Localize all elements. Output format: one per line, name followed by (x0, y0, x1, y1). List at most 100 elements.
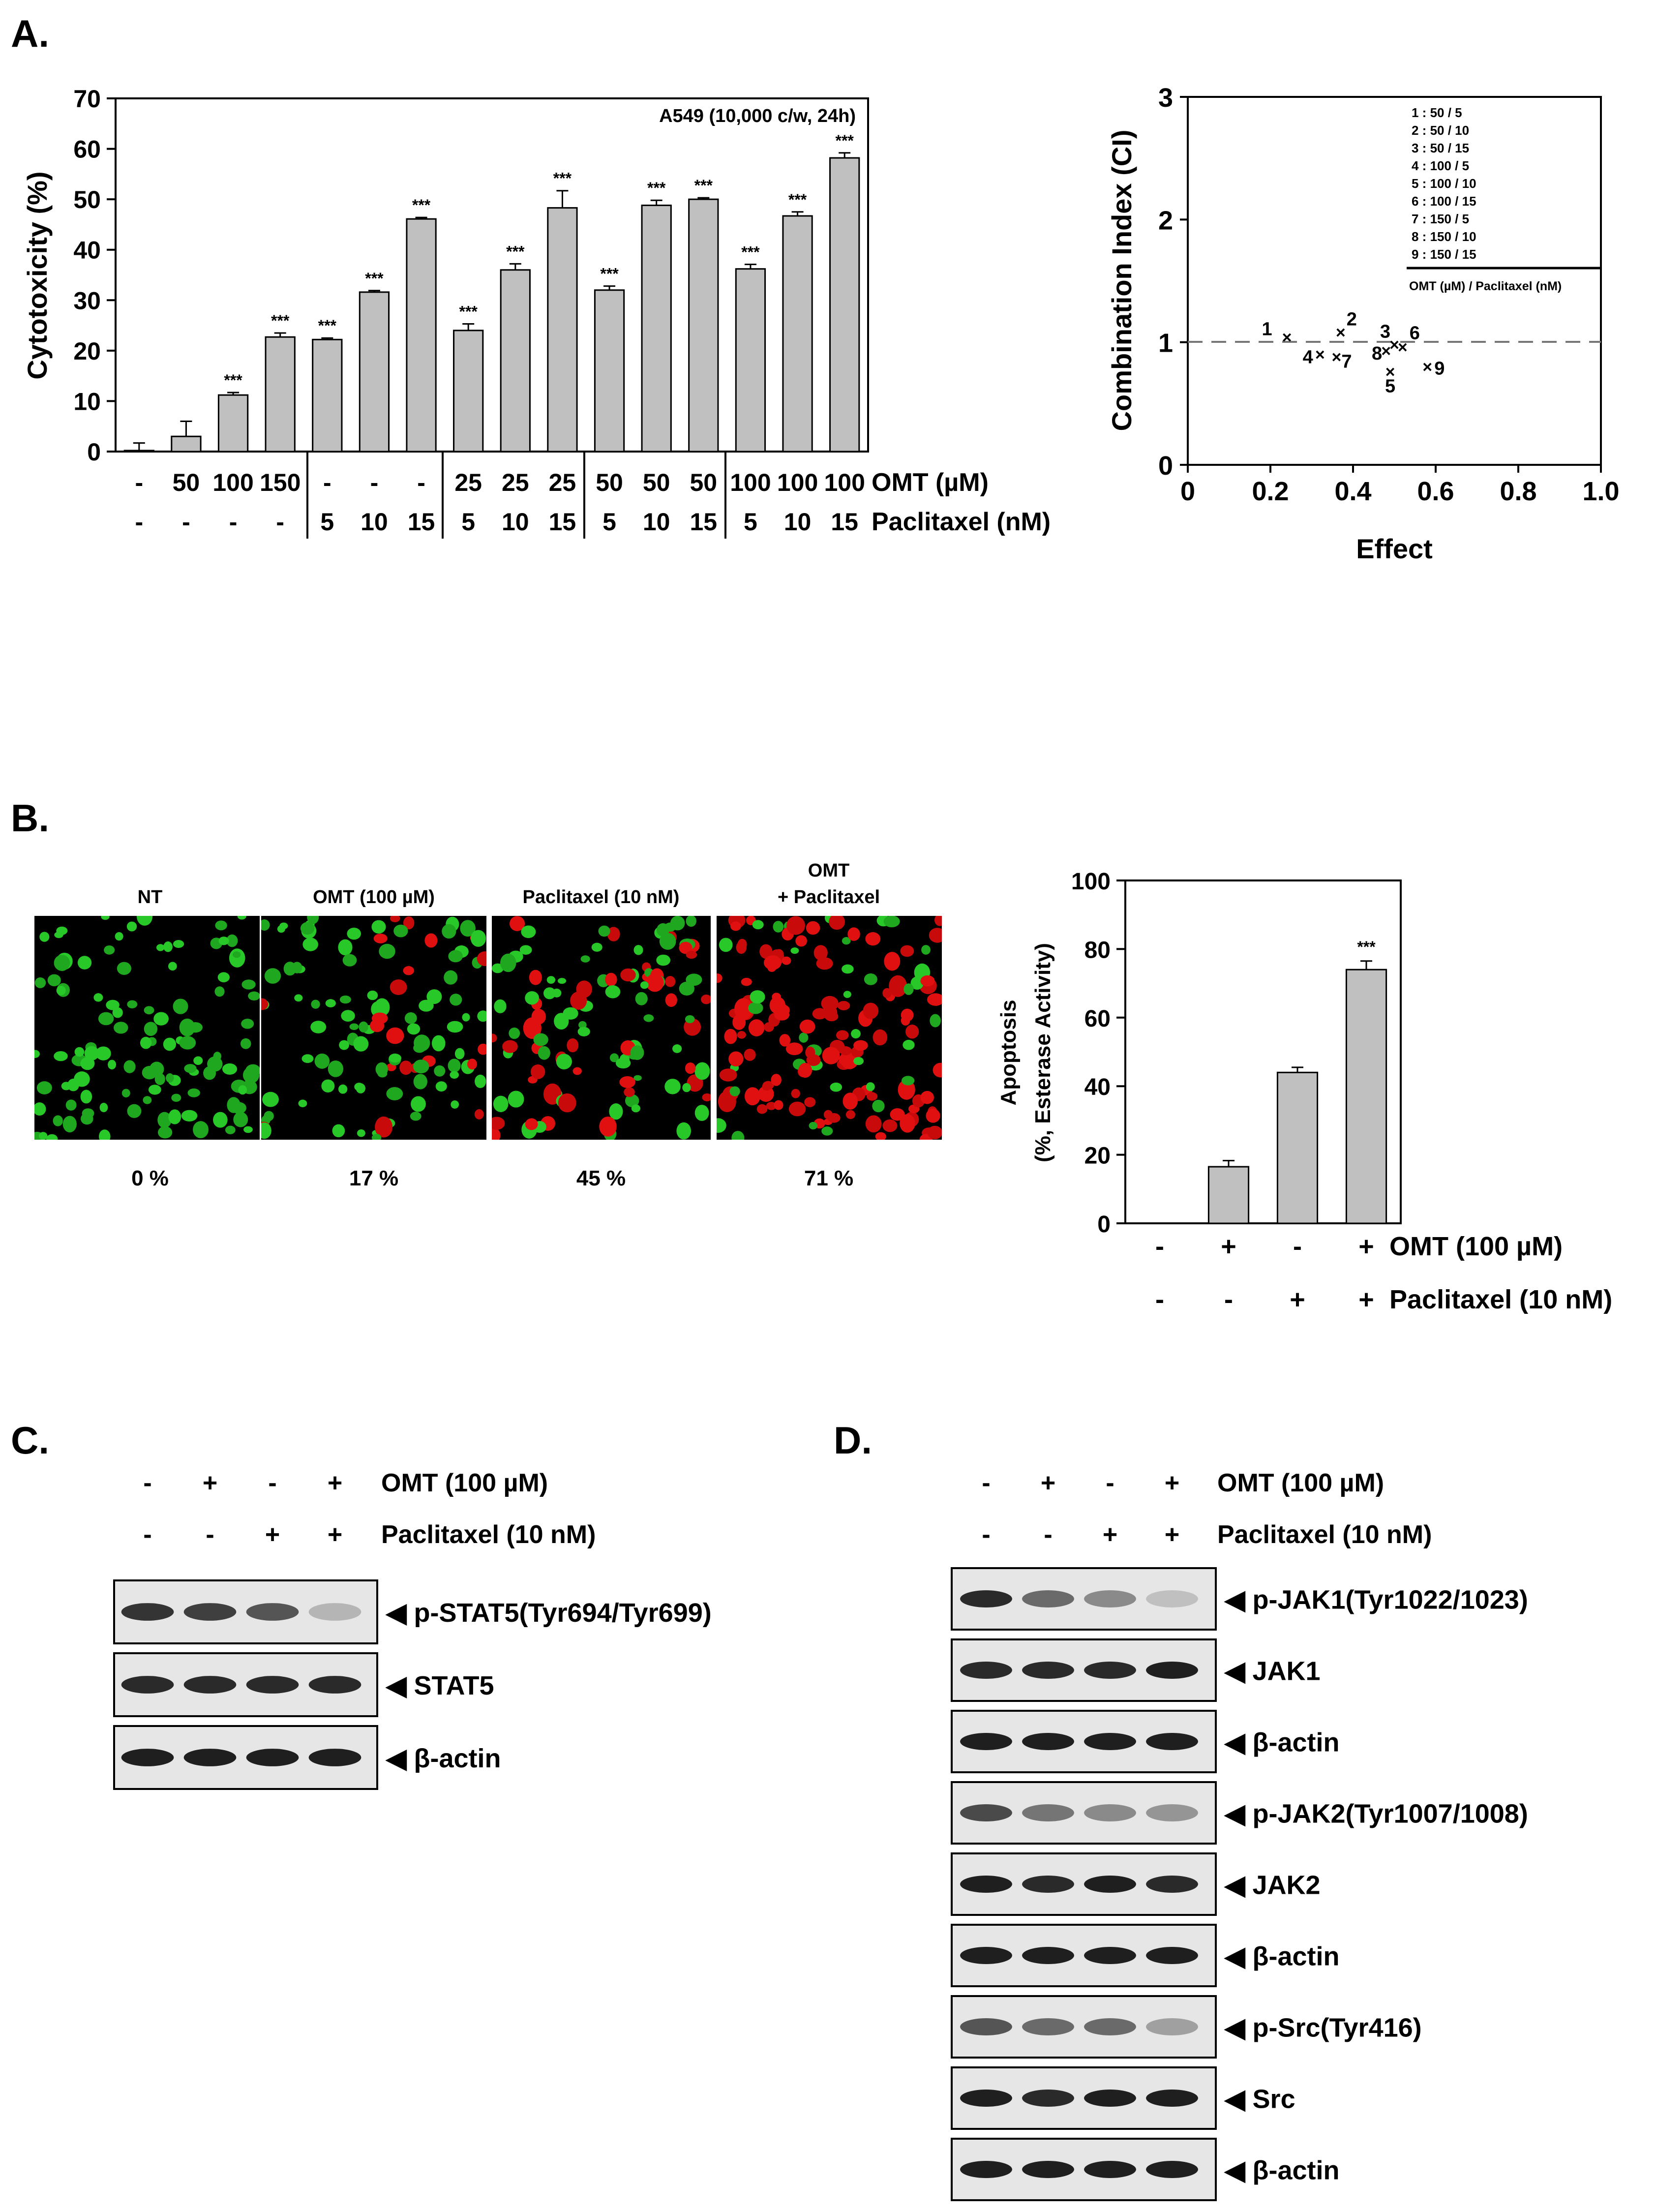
panel-label-c: C. (11, 1419, 49, 1462)
blot-band (1084, 1733, 1136, 1750)
live-cell (101, 916, 110, 920)
dead-cell (927, 993, 942, 1006)
blot-band-label: ◀ β-actin (1224, 1728, 1340, 1757)
dead-cell (882, 1119, 898, 1132)
dead-cell (863, 1002, 879, 1019)
live-cell (34, 1050, 40, 1059)
blot-band (1084, 2090, 1136, 2107)
live-cell (435, 1081, 447, 1092)
live-cell (53, 1115, 63, 1126)
dead-cell (806, 921, 820, 935)
micrograph-title-omt: OMT (100 µM) (313, 887, 435, 908)
live-cell (144, 1022, 158, 1036)
dead-cell (865, 1115, 882, 1133)
dead-cell (719, 1068, 737, 1082)
live-cell (413, 1043, 426, 1053)
blot-band (960, 1662, 1012, 1679)
live-cell (179, 1036, 196, 1050)
live-cell (866, 1082, 875, 1091)
live-cell (413, 1074, 427, 1090)
dead-cell (825, 1011, 839, 1022)
live-cell (631, 1104, 641, 1113)
significance-marker: *** (459, 303, 478, 320)
live-cell (171, 1093, 181, 1102)
paclitaxel-sign: + (1165, 1520, 1179, 1549)
live-cell (493, 1095, 509, 1112)
live-cell (241, 1019, 254, 1029)
blot-d-paclitaxel-label: Paclitaxel (10 nM) (1217, 1520, 1432, 1549)
apoptosis-omt-row-label: OMT (100 µM) (1389, 1232, 1563, 1261)
live-cell (233, 951, 241, 958)
dead-cell (847, 927, 860, 941)
live-cell (413, 1060, 429, 1074)
live-cell (142, 1066, 157, 1080)
blot-c-omt-label: OMT (100 µM) (381, 1469, 548, 1497)
cytotoxicity-bars: *** *** *** *** *** *** *** *** *** *** *** *** *** *… (123, 132, 860, 453)
dead-cell (900, 945, 914, 957)
dead-cell (884, 952, 901, 971)
live-cell (342, 954, 357, 967)
blot-band-label: ◀ β-actin (1224, 1942, 1340, 1971)
live-cell (80, 1090, 92, 1104)
live-cell (748, 1002, 763, 1014)
cytotoxicity-annotation: A549 (10,000 c/w, 24h) (659, 106, 856, 126)
live-cell (181, 1110, 198, 1122)
live-cell (117, 962, 131, 975)
omt-dose-label: 50 (173, 469, 200, 496)
blot-band (1146, 1590, 1198, 1607)
omt-sign: + (1041, 1469, 1055, 1497)
omt-row-label: OMT (µM) (872, 468, 989, 497)
blot-band (1084, 2018, 1136, 2035)
ci-point-marker: × (1315, 346, 1325, 364)
blot-d-omt-label: OMT (100 µM) (1217, 1469, 1384, 1497)
ci-point-label: 4 (1303, 347, 1313, 368)
ci-legend-entry: 5 : 100 / 10 (1412, 176, 1476, 191)
ci-point-marker: × (1282, 329, 1292, 347)
live-cell (193, 1121, 209, 1139)
live-cell (921, 945, 931, 955)
live-cell (226, 934, 238, 947)
blot-band (1146, 1662, 1198, 1679)
bar (688, 198, 719, 453)
ci-point-marker: × (1422, 358, 1432, 377)
blot-band-label: ◀ Src (1224, 2085, 1295, 2114)
ci-point-marker: × (1398, 338, 1408, 357)
dead-cell (774, 1100, 783, 1110)
live-cell (419, 1000, 434, 1012)
live-cell (127, 1104, 142, 1118)
dead-cell (875, 1132, 886, 1140)
micrograph-title-combo-2: + Paclitaxel (778, 887, 880, 908)
blot-band (121, 1749, 174, 1766)
omt-sign: - (1155, 1232, 1164, 1261)
blot-band (1022, 1733, 1074, 1750)
live-cell (339, 1040, 349, 1050)
live-cell (605, 985, 621, 999)
ci-x-axis-label: Effect (1356, 533, 1433, 564)
live-cell (341, 1010, 355, 1022)
omt-sign: + (1221, 1232, 1236, 1261)
micrograph-title-combo-1: OMT (808, 860, 849, 881)
dead-cell (730, 921, 741, 931)
blot-band-label: ◀ β-actin (1224, 2156, 1340, 2185)
live-cell (193, 1056, 203, 1065)
omt-dose-label: 100 (777, 469, 818, 496)
micrograph-percent: 0 % (131, 1166, 169, 1190)
omt-sign: - (268, 1469, 276, 1497)
dead-cell (717, 973, 723, 983)
live-cell (261, 1122, 271, 1139)
omt-dose-label: 100 (824, 469, 865, 496)
bar (453, 330, 484, 453)
dead-cell (791, 1089, 800, 1098)
blot-band (121, 1676, 174, 1694)
dead-cell (795, 935, 807, 947)
live-cell (36, 1081, 52, 1094)
live-cell (519, 945, 532, 955)
live-cell (633, 945, 643, 955)
dead-cell (759, 944, 773, 959)
live-cell (353, 1036, 369, 1052)
dead-cell (766, 1102, 777, 1110)
live-cell (300, 922, 315, 935)
live-cell (156, 944, 165, 951)
blot-c-treatment-signs: - + - + - - + + (143, 1469, 342, 1549)
live-cell (56, 986, 66, 996)
